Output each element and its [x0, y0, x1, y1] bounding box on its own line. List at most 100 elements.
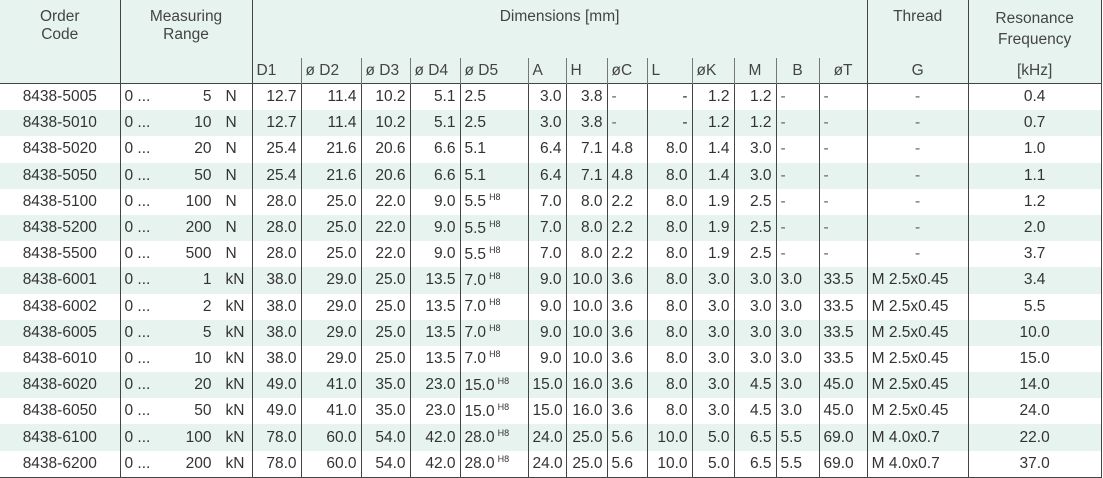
dim-value: 42.0 [425, 454, 456, 472]
dim-value: 5.1 [433, 88, 456, 106]
dim-m: 2.5 [733, 241, 776, 268]
dim-d5: 28.0 H8 [459, 450, 528, 478]
dim-b: - [775, 214, 819, 242]
dim-value: 3.0 [780, 297, 803, 315]
dim-d3: 54.0 [360, 450, 410, 478]
dim-value: 3.0 [780, 323, 803, 341]
table-row: 8438-6200 0 ... 200 kN 78.0 60.0 54.0 42.0 28.0 H… [0, 450, 1102, 478]
dim-a: 24.0 [527, 450, 566, 478]
dim-d5: 5.5 H8 [459, 214, 528, 242]
dim-c: 3.6 [606, 293, 647, 320]
dim-t: 69.0 [818, 424, 868, 451]
dim-c: 5.6 [606, 424, 647, 451]
dim-d4: 42.0 [409, 450, 460, 478]
measuring-range: 0 ... 5 kN [119, 319, 252, 346]
dim-value: 25.0 [326, 219, 357, 237]
dim-l: 8.0 [646, 214, 692, 242]
dim-value: 7.1 [580, 166, 603, 184]
dim-a: 6.4 [527, 136, 566, 163]
dim-t: - [818, 214, 868, 242]
dim-value: 6.4 [539, 166, 562, 184]
resonance-frequency: 1.1 [967, 162, 1102, 189]
range-value: 20 [194, 376, 212, 394]
resonance-frequency: 1.0 [967, 136, 1102, 163]
resonance-frequency: 14.0 [967, 372, 1102, 399]
dim-value: - [823, 140, 829, 158]
range-value: 100 [185, 428, 212, 446]
dim-value: 1.9 [707, 245, 730, 263]
dim-value: 24.0 [532, 454, 563, 472]
dim-value: 12.7 [266, 88, 297, 106]
range-from: 0 ... [124, 402, 151, 420]
dim-value: 8.0 [580, 245, 603, 263]
dim-value: 25.0 [375, 323, 406, 341]
dim-t: 33.5 [818, 267, 868, 294]
table-row: 8438-6001 0 ... 1 kN 38.0 29.0 25.0 13.5 7.0 H8 9.… [0, 267, 1102, 294]
dim-value: 13.5 [425, 271, 456, 289]
dim-m: 3.0 [733, 345, 776, 373]
thread-g: M 2.5x0.45 [866, 293, 969, 320]
dim-value: 7.1 [580, 140, 603, 158]
dim-value: 10.2 [375, 114, 406, 132]
header-thread-g: G [866, 58, 969, 84]
dim-value: 4.8 [611, 140, 634, 158]
dim-value: 15.0 [532, 376, 563, 394]
dim-l: - [646, 83, 692, 111]
resonance-frequency: 3.4 [967, 267, 1102, 294]
dim-b: - [775, 83, 819, 111]
range-value: 50 [194, 166, 212, 184]
dim-l: 8.0 [646, 241, 692, 268]
dim-value: 8.0 [665, 166, 688, 184]
dim-d5: 28.0 H8 [459, 424, 528, 451]
dim-value: 9.0 [539, 349, 562, 367]
dim-value: - [823, 88, 829, 106]
dim-d1: 38.0 [251, 319, 301, 346]
dim-b: - [775, 162, 819, 189]
tolerance-h8: H8 [497, 454, 510, 465]
dim-d4: 13.5 [409, 319, 460, 346]
dim-value: 3.8 [580, 114, 603, 132]
dim-value: 13.5 [425, 297, 456, 315]
dim-value: 25.0 [375, 349, 406, 367]
measuring-range: 0 ... 20 kN [119, 372, 252, 399]
dim-a: 7.0 [527, 241, 566, 268]
dim-d1: 78.0 [251, 424, 301, 451]
dim-value: 8.0 [665, 140, 688, 158]
thread-g: - [866, 110, 969, 137]
dim-d2: 60.0 [300, 450, 361, 478]
range-from: 0 ... [124, 376, 151, 394]
order-code: 8438-5005 [22, 88, 97, 106]
range-unit: kN [225, 349, 245, 367]
dim-d5: 15.0 H8 [459, 398, 528, 425]
dim-k: 1.9 [691, 188, 734, 215]
header-order-code: Order Code [0, 0, 120, 84]
range-unit: N [225, 192, 237, 210]
dim-a: 6.4 [527, 162, 566, 189]
dim-value: 78.0 [266, 454, 297, 472]
range-from: 0 ... [124, 114, 151, 132]
range-value: 200 [185, 454, 212, 472]
dim-value: 2.2 [611, 192, 634, 210]
header-dim-1: ø D2 [300, 58, 361, 84]
dim-l: 10.0 [646, 450, 692, 478]
dim-value: - [780, 140, 786, 158]
dim-h: 10.0 [565, 293, 607, 320]
dim-value: 15.0 [464, 402, 495, 420]
dim-value: 15.0 [532, 402, 563, 420]
dim-t: - [818, 188, 868, 215]
dim-value: 8.0 [665, 219, 688, 237]
dim-c: 2.2 [606, 214, 647, 242]
header-dim-9: øK [691, 58, 734, 84]
dim-value: 7.0 [464, 324, 487, 342]
dim-k: 3.0 [691, 372, 734, 399]
header-dim-12: øT [818, 58, 868, 84]
order-code: 8438-6001 [0, 267, 120, 294]
table-row: 8438-5010 0 ... 10 N 12.7 11.4 10.2 5.1 2.5 3.0 3.… [0, 110, 1102, 137]
measuring-range: 0 ... 200 N [119, 214, 252, 242]
dim-m: 3.0 [733, 162, 776, 189]
dim-c: 3.6 [606, 372, 647, 399]
dim-value: 9.0 [433, 245, 456, 263]
dim-value: 6.5 [749, 454, 772, 472]
measuring-range: 0 ... 100 kN [119, 424, 252, 451]
